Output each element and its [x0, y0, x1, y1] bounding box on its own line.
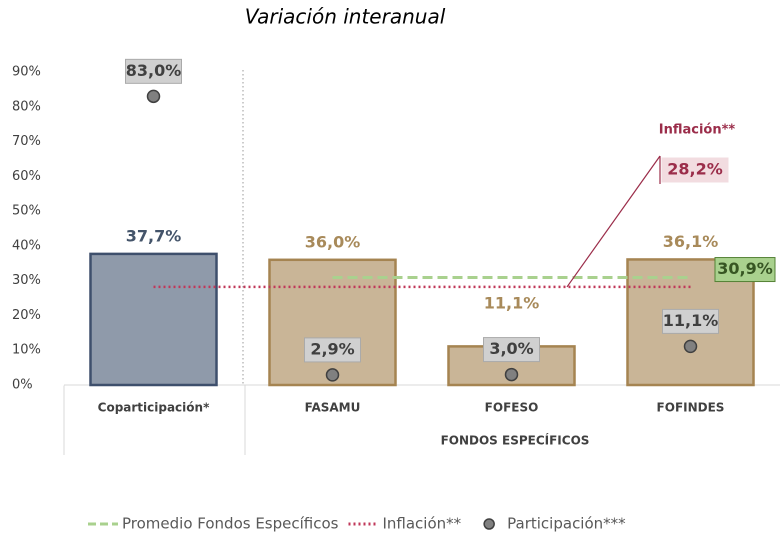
legend-label: Participación*** — [507, 515, 626, 533]
label-box — [304, 337, 361, 363]
legend-marker — [483, 518, 495, 530]
bar-label: 36,1% — [663, 232, 719, 251]
bar — [89, 252, 218, 387]
data-label: 3,0% — [489, 339, 533, 358]
data-label: 83,0% — [126, 61, 182, 80]
marker — [325, 368, 340, 382]
label-box — [714, 257, 776, 283]
annotation: Inflación** — [659, 123, 736, 138]
bar-label: 36,0% — [305, 232, 361, 251]
x-tick-label: FOFESO — [485, 401, 539, 415]
x-tick-label: FOFINDES — [657, 401, 725, 415]
data-label: 28,2% — [667, 160, 723, 179]
leader — [566, 155, 661, 288]
data-label: 30,9% — [717, 259, 773, 278]
y-tick-label: 90% — [12, 65, 41, 80]
y-tick-label: 40% — [12, 238, 41, 253]
x-tick-label: Coparticipación* — [98, 401, 210, 415]
label-box — [662, 308, 719, 334]
legend-label: Inflación** — [382, 515, 461, 533]
y-tick-label: 30% — [12, 273, 41, 288]
marker — [504, 367, 519, 382]
y-tick-label: 60% — [12, 169, 41, 184]
y-tick-label: 70% — [12, 134, 41, 149]
bar-label: 11,1% — [484, 294, 540, 313]
marker — [683, 339, 698, 354]
y-tick-label: 50% — [12, 204, 41, 219]
group-label: FONDOS ESPECÍFICOS — [441, 433, 590, 448]
marker — [146, 89, 161, 104]
label-box — [125, 58, 182, 84]
label-box — [483, 337, 540, 363]
bar — [268, 258, 397, 387]
y-tick-label: 0% — [12, 378, 33, 393]
x-tick-label: FASAMU — [305, 401, 361, 415]
bar-label: 37,7% — [126, 226, 182, 245]
data-label: 2,9% — [310, 339, 354, 358]
label-box — [661, 157, 729, 183]
y-tick-label: 10% — [12, 343, 41, 358]
y-tick-label: 20% — [12, 308, 41, 323]
data-label: 11,1% — [663, 311, 719, 330]
legend-label: Promedio Fondos Específicos — [122, 515, 339, 533]
chart-title: Variación interanual — [245, 5, 446, 29]
y-tick-label: 80% — [12, 99, 41, 114]
